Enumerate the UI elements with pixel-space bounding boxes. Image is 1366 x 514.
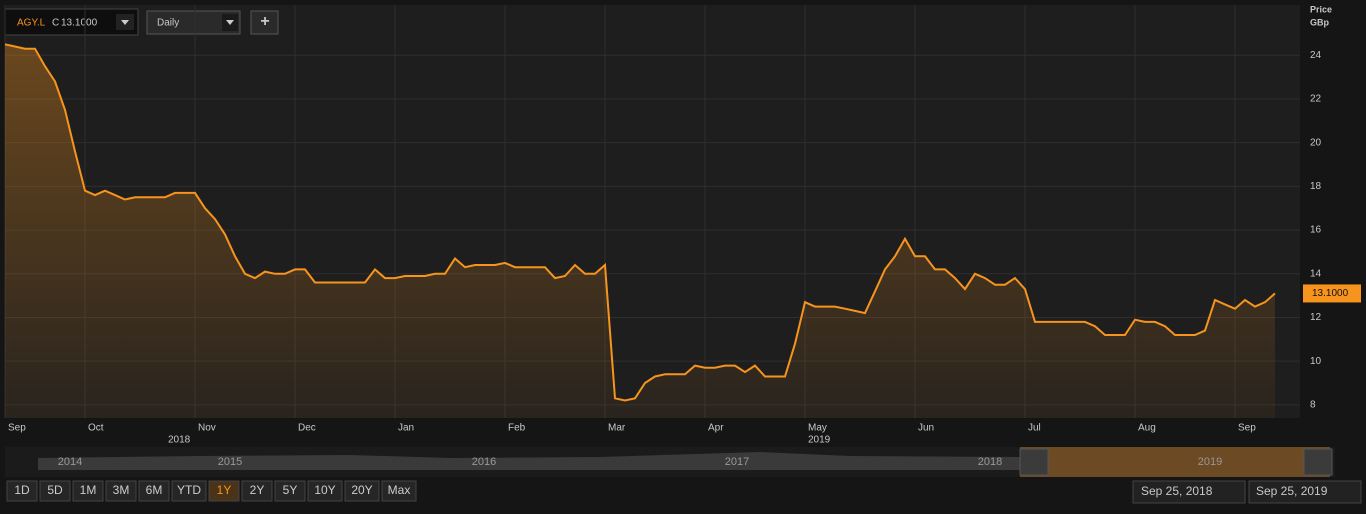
range-label: Max — [388, 483, 411, 497]
x-tick-label: Jun — [918, 423, 934, 434]
y-tick-label: 18 — [1310, 181, 1322, 192]
end-date: Sep 25, 2019 — [1256, 484, 1328, 498]
range-button[interactable] — [274, 480, 306, 502]
navigator-year: 2016 — [472, 456, 496, 468]
range-label: 5D — [47, 483, 63, 497]
close-prefix: C — [52, 18, 59, 29]
range-label: 2Y — [250, 483, 265, 497]
range-label: 10Y — [314, 483, 335, 497]
navigator-area — [38, 452, 1020, 470]
arrow-icon — [226, 20, 234, 25]
x-tick-label: Oct — [88, 423, 104, 434]
arrow-icon — [121, 20, 129, 25]
price-line — [4, 43, 1276, 402]
interval-select[interactable] — [146, 10, 241, 35]
x-tick-label: May — [808, 423, 827, 434]
x-tick-label: Apr — [708, 423, 724, 434]
year-label: 2018 — [168, 435, 191, 446]
navigator-handle[interactable] — [1019, 448, 1049, 476]
y-tick-label: 14 — [1310, 268, 1322, 279]
year-label: 2019 — [808, 435, 831, 446]
navigator-handle[interactable] — [1303, 448, 1333, 476]
navigator-year: 2017 — [725, 456, 749, 468]
range-label: 1D — [14, 483, 30, 497]
y-tick-label: 22 — [1310, 94, 1322, 105]
axis-title: Price — [1310, 4, 1332, 14]
end-date-box[interactable] — [1248, 480, 1362, 504]
interval: Daily — [157, 18, 179, 29]
close-value: 13.1000 — [61, 18, 98, 29]
x-tick-label: Sep — [8, 423, 26, 434]
range-button[interactable] — [105, 480, 137, 502]
x-tick-label: Nov — [198, 423, 216, 434]
range-button[interactable] — [344, 480, 380, 502]
price-tag: 13.1000 — [1312, 288, 1349, 299]
add-icon: + — [260, 13, 269, 30]
x-tick-label: Jan — [398, 423, 414, 434]
navigator-year: 2015 — [218, 456, 242, 468]
x-tick-label: Dec — [298, 423, 316, 434]
range-button[interactable] — [72, 480, 104, 502]
x-tick-label: Sep — [1238, 423, 1256, 434]
ticker-box[interactable] — [4, 8, 139, 36]
start-date: Sep 25, 2018 — [1141, 484, 1213, 498]
range-label: 1M — [80, 483, 97, 497]
range-button[interactable] — [241, 480, 273, 502]
range-button[interactable] — [307, 480, 343, 502]
navigator-selection[interactable] — [1020, 447, 1330, 477]
y-tick-label: 12 — [1310, 312, 1322, 323]
navigator-year: 2014 — [58, 456, 82, 468]
y-tick-label: 24 — [1310, 50, 1322, 61]
range-label: 3M — [113, 483, 130, 497]
range-button[interactable] — [208, 480, 240, 502]
range-label: 5Y — [283, 483, 298, 497]
navigator-year: 2019 — [1198, 456, 1222, 468]
range-label: 1Y — [217, 483, 232, 497]
y-tick-label: 10 — [1310, 356, 1322, 367]
axis-unit: GBp — [1310, 17, 1330, 27]
price-tag-box — [1303, 284, 1361, 303]
start-date-box[interactable] — [1132, 480, 1246, 504]
navigator-year: 2018 — [978, 456, 1002, 468]
y-tick-label: 8 — [1310, 400, 1316, 411]
x-tick-label: Jul — [1028, 423, 1041, 434]
range-label: 20Y — [351, 483, 372, 497]
range-button[interactable] — [381, 480, 417, 502]
add-button[interactable] — [250, 10, 279, 35]
range-button[interactable] — [6, 480, 38, 502]
range-button[interactable] — [138, 480, 170, 502]
x-tick-label: Feb — [508, 423, 526, 434]
x-tick-label: Mar — [608, 423, 626, 434]
y-tick-label: 20 — [1310, 137, 1322, 148]
range-label: YTD — [177, 483, 201, 497]
ticker: AGY.L — [17, 18, 46, 29]
area — [5, 44, 1275, 419]
range-button[interactable] — [171, 480, 207, 502]
range-button[interactable] — [39, 480, 71, 502]
range-label: 6M — [146, 483, 163, 497]
x-tick-label: Aug — [1138, 423, 1156, 434]
y-tick-label: 16 — [1310, 225, 1322, 236]
